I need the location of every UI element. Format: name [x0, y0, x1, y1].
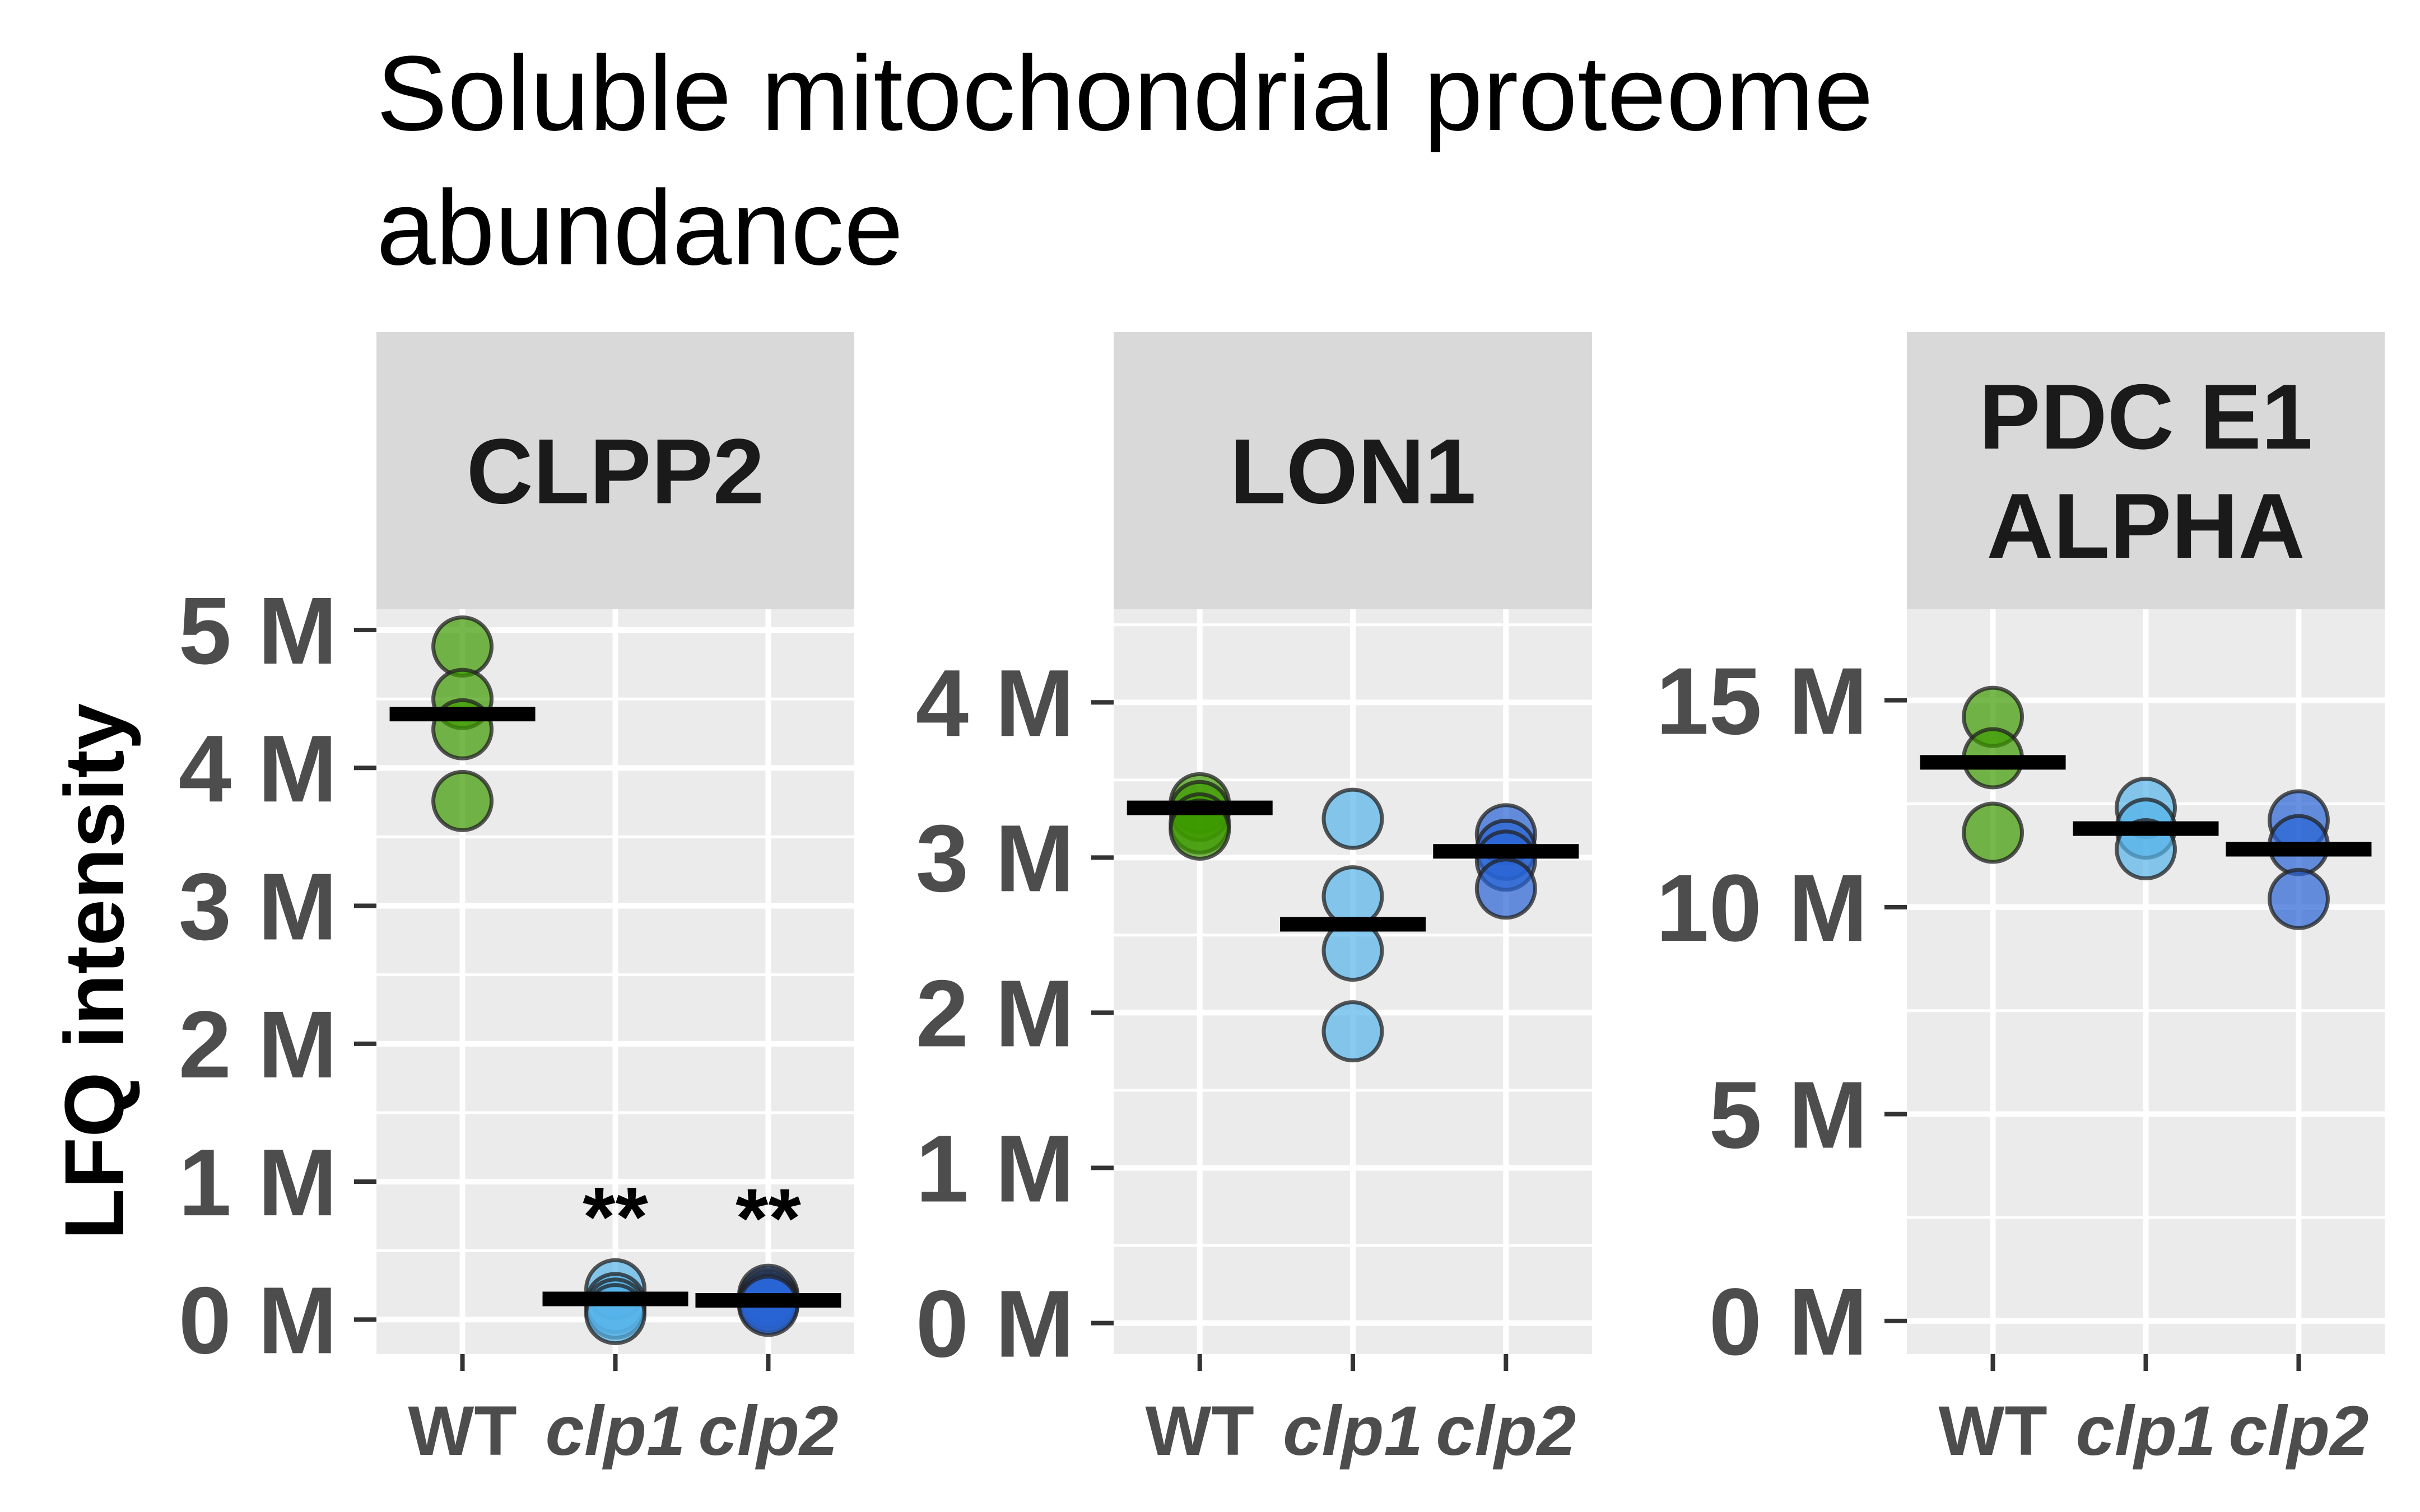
data-point-clp1 — [1321, 865, 1384, 928]
y-tick-label: 4 M — [179, 716, 337, 822]
y-tick-label: 5 M — [1709, 1062, 1868, 1168]
x-tick-label-clp1: clp1 — [2075, 1392, 2216, 1470]
facet-strip — [376, 332, 854, 609]
y-tick-label: 0 M — [916, 1271, 1074, 1378]
x-tick-label-WT: WT — [408, 1392, 516, 1470]
y-tick-label: 1 M — [179, 1130, 337, 1236]
x-tick-label-clp1: clp1 — [545, 1392, 685, 1470]
x-tick-label-clp2: clp2 — [2228, 1392, 2368, 1470]
data-point-WT — [431, 615, 494, 678]
y-axis-label: LFQ intensity — [47, 703, 141, 1240]
x-tick-label-clp2: clp2 — [698, 1392, 838, 1470]
y-tick-label: 1 M — [916, 1116, 1074, 1222]
y-tick-label: 2 M — [179, 992, 337, 1098]
facet-strip-label: LON1 — [1230, 420, 1476, 523]
y-tick-label: 10 M — [1656, 855, 1868, 962]
facet-strip-label: PDC E1 — [1979, 365, 2312, 468]
y-tick-label: 4 M — [916, 650, 1074, 757]
facet-strip-label: CLPP2 — [467, 420, 765, 523]
chart-title-line-1: Soluble mitochondrial proteome — [376, 34, 1873, 153]
y-tick-label: 3 M — [916, 805, 1074, 912]
chart-title-line-2: abundance — [376, 169, 903, 287]
panel-2: LON1 0 M 1 M 2 M 3 M 4 M WT clp1 clp2 — [916, 332, 1592, 1470]
x-tick-label-WT: WT — [1146, 1392, 1254, 1470]
x-tick-label-WT: WT — [1938, 1392, 2047, 1470]
data-point-WT — [1962, 801, 2025, 864]
x-tick-label-clp1: clp1 — [1283, 1392, 1423, 1470]
facet-strip — [1907, 332, 2385, 609]
panel-1: CLPP2 0 M 1 M 2 M 3 M 4 M 5 M ** ** WT clp1 clp2 — [179, 332, 854, 1470]
x-tick-label-clp2: clp2 — [1436, 1392, 1576, 1470]
data-point-clp2 — [2267, 867, 2330, 930]
data-point-clp1 — [1321, 1000, 1384, 1063]
facet-strip — [1114, 332, 1592, 609]
facet-strip-label: ALPHA — [1986, 474, 2305, 577]
y-tick-label: 0 M — [179, 1267, 337, 1374]
y-tick-label: 0 M — [1709, 1269, 1868, 1375]
significance-annotation: ** — [736, 1171, 801, 1265]
y-tick-label: 15 M — [1656, 648, 1868, 755]
y-tick-label: 3 M — [179, 854, 337, 960]
data-point-clp2 — [1474, 857, 1537, 920]
data-point-WT — [431, 769, 494, 832]
y-tick-label: 5 M — [179, 578, 337, 684]
y-tick-label: 2 M — [916, 960, 1074, 1067]
data-point-clp1 — [1321, 787, 1384, 850]
significance-annotation: ** — [583, 1169, 648, 1263]
